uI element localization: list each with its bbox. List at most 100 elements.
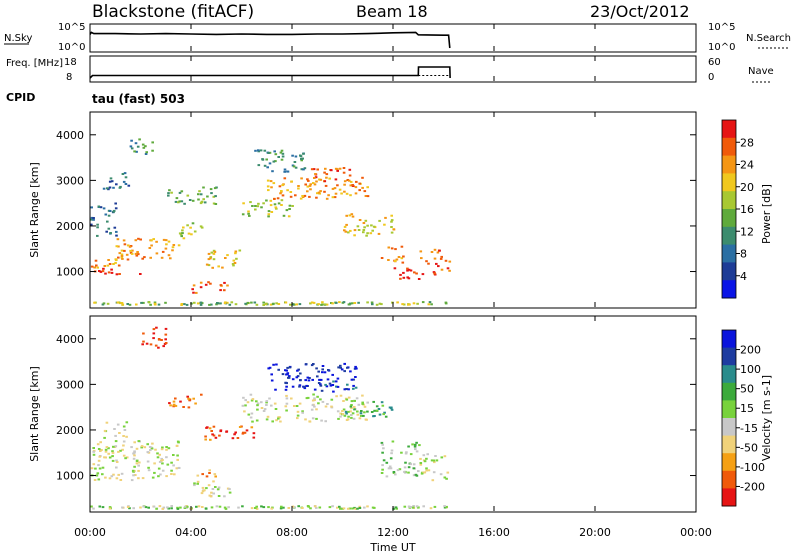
- data-cell: [232, 264, 235, 267]
- data-cell: [291, 154, 294, 157]
- data-cell: [255, 400, 258, 403]
- data-cell: [90, 216, 94, 219]
- data-cell: [188, 399, 191, 402]
- data-cell: [285, 394, 288, 397]
- data-cell: [354, 192, 358, 195]
- data-cell: [300, 157, 303, 160]
- data-cell: [247, 210, 250, 213]
- data-cell: [288, 375, 291, 378]
- data-cell: [317, 191, 321, 194]
- data-cell: [361, 176, 364, 179]
- data-cell: [168, 402, 171, 405]
- data-cell: [104, 450, 108, 453]
- data-cell: [137, 464, 140, 467]
- data-cell: [433, 272, 436, 275]
- data-cell: [277, 417, 280, 420]
- colorbar-swatch: [722, 262, 736, 281]
- data-cell: [174, 200, 178, 203]
- data-cell: [129, 251, 133, 254]
- data-cell: [291, 378, 295, 381]
- data-cell: [316, 192, 319, 195]
- data-cell: [319, 190, 322, 193]
- data-cell: [285, 382, 288, 385]
- data-cell: [103, 265, 107, 267]
- data-cell: [152, 332, 156, 335]
- data-cell: [265, 418, 269, 421]
- data-cell: [170, 461, 173, 464]
- data-cell: [161, 446, 164, 449]
- data-cell: [145, 342, 149, 345]
- data-cell: [269, 180, 273, 183]
- data-cell: [328, 506, 332, 509]
- noise-left-tick-top: 10^5: [58, 22, 85, 33]
- data-cell: [366, 410, 369, 413]
- data-cell: [150, 244, 153, 247]
- data-cell: [262, 301, 265, 304]
- data-cell: [354, 386, 358, 389]
- data-cell: [391, 301, 394, 304]
- data-cell: [137, 469, 140, 472]
- data-cell: [212, 249, 216, 252]
- data-cell: [396, 301, 399, 304]
- data-cell: [350, 378, 354, 381]
- data-cell: [339, 507, 342, 510]
- power-colorbar-label: Power [dB]: [760, 184, 773, 244]
- data-cell: [152, 238, 155, 241]
- data-cell: [445, 505, 448, 508]
- data-cell: [191, 222, 195, 225]
- data-cell: [353, 406, 356, 408]
- data-cell: [297, 185, 300, 187]
- data-cell: [168, 189, 171, 192]
- data-cell: [254, 149, 257, 152]
- data-cell: [351, 215, 355, 218]
- data-cell: [289, 191, 293, 193]
- data-cell: [119, 185, 122, 188]
- data-cell: [189, 226, 192, 229]
- noise-left-tick-bottom: 10^0: [58, 42, 85, 53]
- data-cell: [92, 463, 96, 466]
- data-cell: [392, 471, 396, 473]
- data-cell: [352, 417, 356, 420]
- data-cell: [255, 507, 259, 510]
- data-cell: [362, 231, 365, 234]
- data-cell: [373, 506, 376, 509]
- data-cell: [223, 302, 227, 305]
- data-cell: [312, 393, 315, 396]
- data-cell: [344, 230, 348, 233]
- data-cell: [414, 443, 417, 446]
- data-cell: [349, 180, 353, 183]
- data-cell: [402, 276, 406, 279]
- data-cell: [119, 479, 123, 481]
- data-cell: [213, 473, 217, 476]
- data-cell: [330, 398, 334, 401]
- data-cell: [383, 411, 386, 414]
- data-cell: [415, 272, 418, 275]
- data-cell: [331, 505, 334, 508]
- data-cell: [392, 506, 396, 509]
- data-cell: [250, 399, 254, 402]
- data-cell: [354, 365, 357, 368]
- data-cell: [183, 507, 187, 509]
- data-cell: [165, 448, 168, 451]
- data-cell: [205, 263, 209, 266]
- data-cell: [231, 263, 235, 265]
- data-cell: [199, 202, 203, 205]
- data-cell: [164, 301, 167, 304]
- data-cell: [128, 245, 132, 248]
- data-cell: [157, 338, 161, 340]
- data-cell: [341, 410, 344, 412]
- data-cell: [262, 410, 266, 412]
- data-cell: [108, 477, 112, 480]
- data-cell: [405, 451, 408, 454]
- data-cell: [348, 507, 352, 510]
- data-cell: [198, 190, 201, 193]
- data-cell: [152, 505, 156, 508]
- data-cell: [119, 449, 122, 452]
- data-cell: [358, 189, 361, 192]
- data-cell: [254, 208, 257, 211]
- data-cell: [281, 194, 285, 197]
- data-cell: [348, 214, 352, 217]
- data-cell: [254, 507, 257, 509]
- data-cell: [353, 399, 356, 402]
- data-cell: [314, 505, 317, 508]
